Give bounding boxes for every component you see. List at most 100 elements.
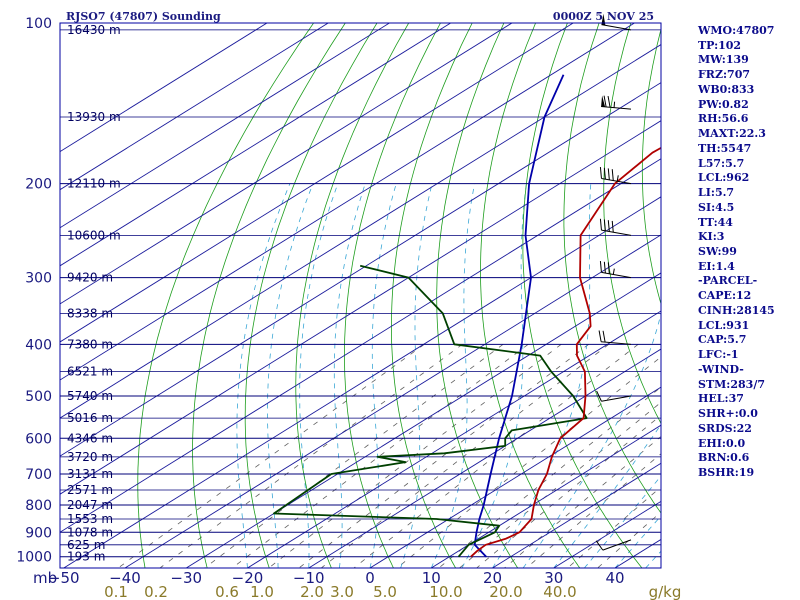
isotherm: [247, 310, 661, 568]
isotherm: [60, 23, 635, 381]
isotherm: [60, 120, 661, 495]
stat-item: -PARCEL-: [698, 274, 758, 288]
stat-item: SW:99: [698, 245, 737, 259]
moist-adiabat: [400, 183, 433, 568]
mixing-ratio-tick-label: 3.0: [330, 583, 354, 600]
temperature-tick-label: 40: [605, 569, 624, 587]
station-title: RJSO7 (47807) Sounding: [66, 10, 221, 23]
wind-barb: [599, 261, 632, 279]
height-tick-label: 625 m: [67, 538, 105, 552]
isotherm: [492, 462, 661, 568]
isotherm: [63, 196, 661, 568]
mixing-ratio-tick-label: 0.6: [215, 583, 239, 600]
stat-item: LCL:931: [698, 318, 750, 332]
stat-item: SHR+:0.0: [698, 407, 758, 421]
height-tick-label: 4346 m: [67, 431, 113, 445]
moist-adiabat: [369, 183, 397, 568]
dry-adiabat: [390, 23, 473, 568]
mixing-ratio-tick-label: 2.0: [300, 583, 324, 600]
wind-barb: [601, 95, 632, 110]
pressure-tick-label: 600: [25, 431, 52, 447]
stat-item: CAPE:12: [698, 289, 752, 303]
stat-item: MW:139: [698, 53, 749, 67]
profiles: [272, 74, 661, 558]
height-tick-label: 1078 m: [67, 525, 113, 539]
wind-barb: [596, 390, 632, 402]
dry-adiabat: [244, 23, 378, 568]
height-tick-label: 10600 m: [67, 228, 121, 242]
mixing-ratio-tick-label: 1.0: [250, 583, 274, 600]
isotherm: [186, 272, 661, 568]
isotherm: [124, 234, 661, 568]
isotherms: [60, 23, 661, 568]
height-tick-label: 16430 m: [67, 23, 121, 37]
mixing-ratio-tick-label: 0.2: [144, 583, 168, 600]
moist-adiabat: [461, 183, 527, 568]
isotherm: [60, 158, 661, 533]
isotherm: [60, 44, 661, 419]
wind-barb: [599, 218, 632, 236]
pressure-tick-label: 200: [25, 177, 52, 193]
moist-adiabat: [584, 475, 661, 568]
pressure-tick-label: 300: [25, 271, 52, 287]
moist-adiabat: [614, 515, 661, 568]
isotherm: [60, 23, 329, 191]
stat-item: BRN:0.6: [698, 451, 750, 465]
temperature-tick-label: −20: [232, 569, 264, 587]
isotherm: [60, 23, 513, 305]
pressure-tick-label: 700: [25, 467, 52, 483]
height-tick-label: 3131 m: [67, 467, 113, 481]
pressure-tick-label: 800: [25, 498, 52, 514]
height-tick-label: 193 m: [67, 550, 105, 564]
temperature-tick-label: −30: [170, 569, 202, 587]
isotherm: [60, 23, 268, 153]
stat-item: EHI:0.0: [698, 436, 746, 450]
pressure-unit-label: mb: [33, 569, 57, 587]
sounding-stats: WMO:47807 TP:102 MW:139 FRZ:707 WB0:833 PW:0.…: [698, 24, 775, 481]
stat-item: FRZ:707: [698, 68, 751, 82]
isotherm: [308, 348, 661, 568]
temperature-tick-label: −50: [48, 569, 80, 587]
wind-barb: [599, 167, 632, 185]
stat-item: HEL:37: [698, 392, 744, 406]
height-tick-label: 13930 m: [67, 110, 121, 124]
dry-adiabat: [563, 23, 661, 514]
mixing-ratio-tick-label: 0.1: [104, 583, 128, 600]
height-tick-label: 7380 m: [67, 337, 113, 351]
temperature-tick-label: −40: [109, 569, 141, 587]
wind-barbs: [595, 13, 632, 551]
isotherm: [60, 23, 451, 267]
mixing-ratio-line: [117, 343, 425, 568]
mixing-ratio-tick-label: g/kg: [649, 583, 682, 600]
isotherm: [369, 386, 661, 568]
moist-adiabat: [267, 183, 314, 568]
temperature-tick-label: 0: [365, 569, 375, 587]
dry-adiabat: [192, 23, 346, 568]
mixing-ratio-line: [231, 343, 529, 568]
stat-item: CINH:28145: [698, 303, 775, 317]
stat-item: LCL:962: [698, 171, 750, 185]
height-tick-label: 9420 m: [67, 271, 113, 285]
isobars: [60, 23, 661, 558]
isotherm: [60, 82, 661, 457]
temperature-tick-label: 20: [483, 569, 502, 587]
wind-barb: [601, 13, 632, 31]
dry-adiabat: [295, 23, 410, 568]
isotherm: [60, 23, 390, 229]
stat-item: TT:44: [698, 215, 733, 229]
moist-adiabat: [553, 424, 661, 568]
parcel-trace: [473, 74, 565, 558]
height-tick-label: 2571 m: [67, 483, 113, 497]
temperature-tick-label: 30: [544, 569, 563, 587]
stat-item: RH:56.6: [698, 112, 749, 126]
mixing-ratio-line: [597, 511, 661, 568]
moist-adiabat: [492, 183, 592, 568]
height-tick-label: 12110 m: [67, 177, 121, 191]
pressure-tick-label: 400: [25, 337, 52, 353]
moist-adiabat: [236, 183, 291, 568]
height-tick-label: 5016 m: [67, 411, 113, 425]
mixing-ratio-line: [298, 343, 589, 568]
wind-barb: [598, 330, 632, 345]
